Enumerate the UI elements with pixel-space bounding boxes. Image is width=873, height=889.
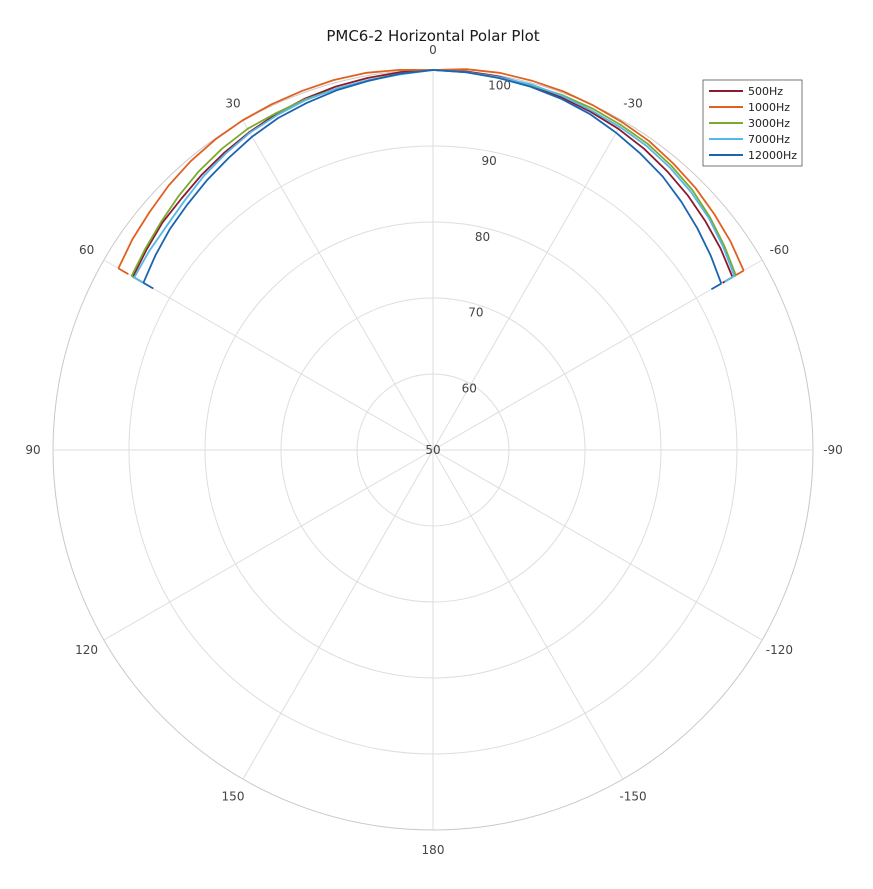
angle-gridline (432, 449, 763, 641)
angle-gridline (432, 120, 624, 451)
angle-gridline (242, 449, 434, 780)
angle-tick-label: 60 (79, 243, 94, 257)
angle-gridline (432, 449, 624, 780)
radial-tick-label: 80 (475, 230, 490, 244)
legend-label: 500Hz (748, 85, 783, 98)
radial-tick-label: 60 (462, 381, 477, 395)
angle-tick-label: -60 (770, 243, 790, 257)
angle-tick-label: 180 (422, 843, 445, 857)
series-end-segment (133, 276, 145, 284)
legend-label: 3000Hz (748, 117, 790, 130)
angle-gridline (103, 449, 434, 641)
series-end-segment (724, 275, 735, 283)
angle-tick-label: -90 (823, 443, 843, 457)
angle-tick-label: 150 (222, 789, 245, 803)
legend-label: 7000Hz (748, 133, 790, 146)
angle-gridline (432, 259, 763, 451)
series-end-segment (117, 267, 129, 275)
legend-label: 1000Hz (748, 101, 790, 114)
angle-tick-label: 120 (75, 643, 98, 657)
angle-tick-label: -30 (623, 97, 643, 111)
angle-tick-label: 0 (429, 43, 437, 57)
legend-label: 12000Hz (748, 149, 797, 162)
radial-tick-label: 50 (425, 443, 440, 457)
angle-tick-labels: 0 30 60 90 120 150 180 -150 -120 -90 -60 -30 (25, 43, 842, 857)
polar-grid (52, 69, 814, 831)
radial-tick-label: 100 (488, 78, 511, 92)
radial-tick-label: 90 (481, 154, 496, 168)
angle-gridline (103, 259, 434, 451)
series-end-segment (710, 282, 722, 291)
radial-tick-labels: 50 60 70 80 90 100 (425, 78, 511, 457)
angle-tick-label: 90 (25, 443, 40, 457)
angle-tick-label: -150 (619, 789, 646, 803)
series-line-3000hz (130, 69, 737, 277)
legend: 500Hz 1000Hz 3000Hz 7000Hz 12000Hz (702, 79, 803, 167)
series-line-7000hz (133, 69, 736, 278)
series-end-segment (142, 282, 154, 290)
angle-tick-label: -120 (766, 643, 793, 657)
chart-title: PMC6-2 Horizontal Polar Plot (326, 27, 539, 45)
angle-tick-label: 30 (225, 97, 240, 111)
radial-tick-label: 70 (468, 306, 483, 320)
angle-gridline (242, 120, 434, 451)
series-line-12000hz (142, 69, 723, 284)
series-layer (117, 68, 745, 291)
